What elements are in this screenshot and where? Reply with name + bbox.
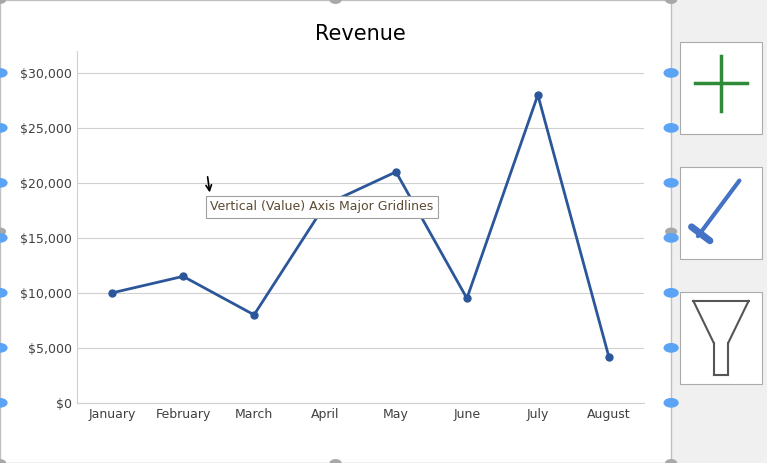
FancyBboxPatch shape [680, 292, 762, 384]
Title: Revenue: Revenue [315, 24, 406, 44]
FancyBboxPatch shape [680, 167, 762, 259]
Text: Vertical (Value) Axis Major Gridlines: Vertical (Value) Axis Major Gridlines [210, 200, 433, 213]
FancyBboxPatch shape [680, 42, 762, 134]
